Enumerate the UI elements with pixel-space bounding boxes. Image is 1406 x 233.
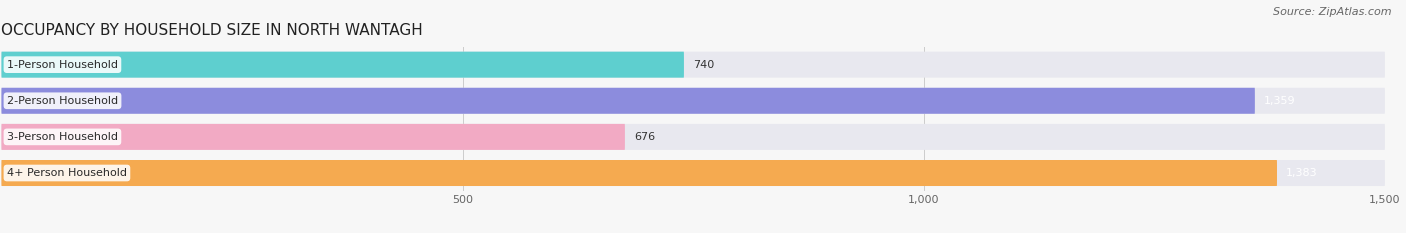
- Text: 676: 676: [634, 132, 655, 142]
- FancyBboxPatch shape: [1, 52, 683, 78]
- Text: 3-Person Household: 3-Person Household: [7, 132, 118, 142]
- FancyBboxPatch shape: [1, 124, 1385, 150]
- FancyBboxPatch shape: [1, 160, 1277, 186]
- FancyBboxPatch shape: [1, 88, 1385, 114]
- Text: OCCUPANCY BY HOUSEHOLD SIZE IN NORTH WANTAGH: OCCUPANCY BY HOUSEHOLD SIZE IN NORTH WAN…: [1, 24, 423, 38]
- FancyBboxPatch shape: [1, 160, 1385, 186]
- Text: 4+ Person Household: 4+ Person Household: [7, 168, 127, 178]
- Text: 2-Person Household: 2-Person Household: [7, 96, 118, 106]
- Text: 1,359: 1,359: [1264, 96, 1296, 106]
- Text: Source: ZipAtlas.com: Source: ZipAtlas.com: [1274, 7, 1392, 17]
- FancyBboxPatch shape: [1, 88, 1256, 114]
- Text: 1,383: 1,383: [1286, 168, 1317, 178]
- Text: 1-Person Household: 1-Person Household: [7, 60, 118, 70]
- FancyBboxPatch shape: [1, 124, 624, 150]
- Text: 740: 740: [693, 60, 714, 70]
- FancyBboxPatch shape: [1, 52, 1385, 78]
